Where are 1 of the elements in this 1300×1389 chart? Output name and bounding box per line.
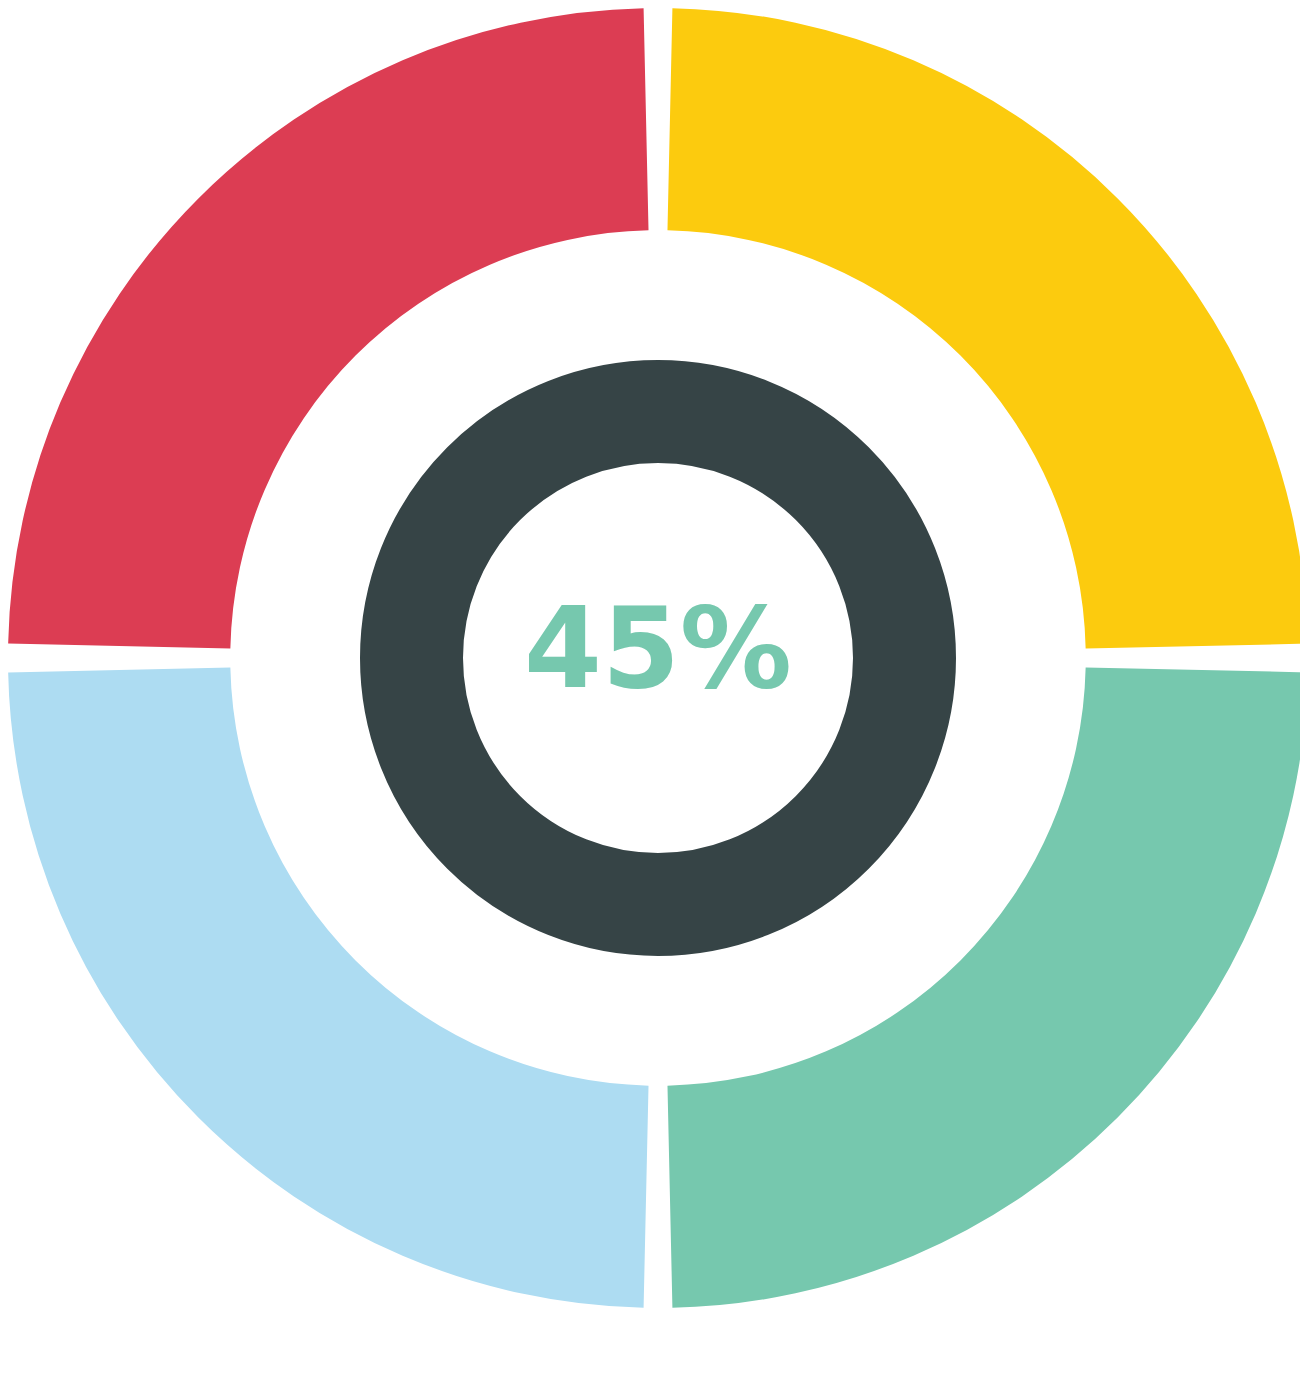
text: 45%: [523, 583, 793, 714]
